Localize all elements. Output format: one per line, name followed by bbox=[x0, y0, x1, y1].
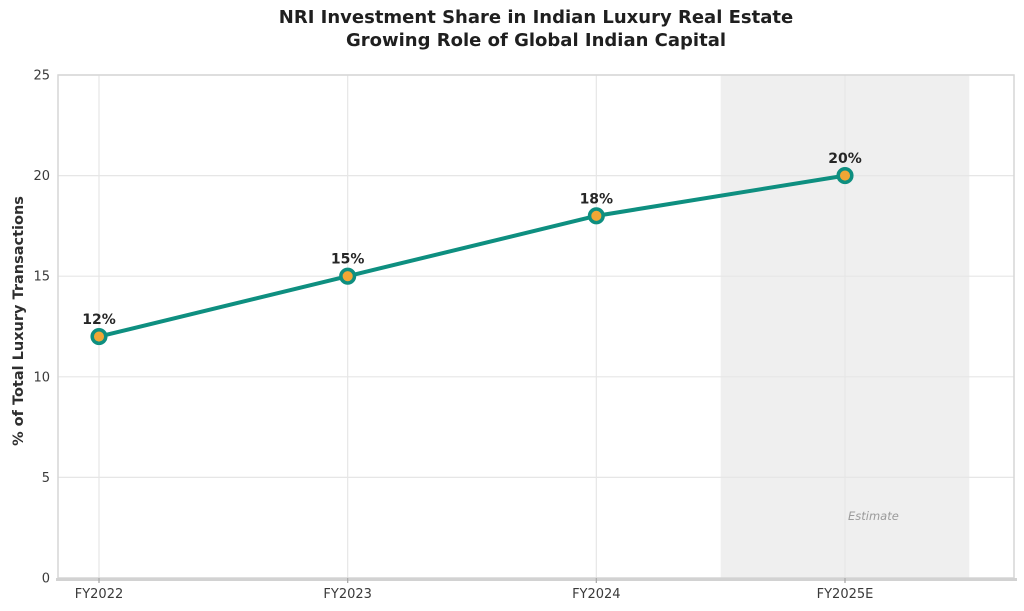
chart-title-line1: NRI Investment Share in Indian Luxury Re… bbox=[278, 7, 794, 28]
data-point-marker bbox=[339, 267, 357, 285]
chart-title: NRI Investment Share in Indian Luxury Re… bbox=[58, 6, 1014, 52]
y-tick-label: 15 bbox=[33, 270, 50, 285]
data-point-marker bbox=[836, 167, 854, 185]
y-tick-label: 10 bbox=[33, 370, 50, 385]
x-tick-label: FY2023 bbox=[323, 587, 372, 602]
data-point-label: 20% bbox=[828, 151, 862, 167]
estimate-annotation: Estimate bbox=[848, 509, 899, 523]
data-point-label: 15% bbox=[331, 252, 365, 268]
chart-title-line2: Growing Role of Global Indian Capital bbox=[345, 30, 727, 51]
y-tick-label: 5 bbox=[42, 471, 50, 486]
y-tick-label: 20 bbox=[33, 169, 50, 184]
data-point-label: 18% bbox=[580, 191, 614, 207]
data-point-label: 12% bbox=[82, 312, 116, 328]
trend-line bbox=[97, 173, 847, 339]
y-axis-label: % of Total Luxury Transactions bbox=[11, 196, 27, 446]
x-tick-label: FY2025E bbox=[817, 587, 874, 602]
x-tick-label: FY2024 bbox=[572, 587, 621, 602]
y-tick-label: 25 bbox=[33, 69, 50, 84]
x-tick-label: FY2022 bbox=[75, 587, 124, 602]
data-point-marker bbox=[90, 328, 108, 346]
y-tick-label: 0 bbox=[42, 572, 50, 587]
data-point-marker bbox=[587, 207, 605, 225]
